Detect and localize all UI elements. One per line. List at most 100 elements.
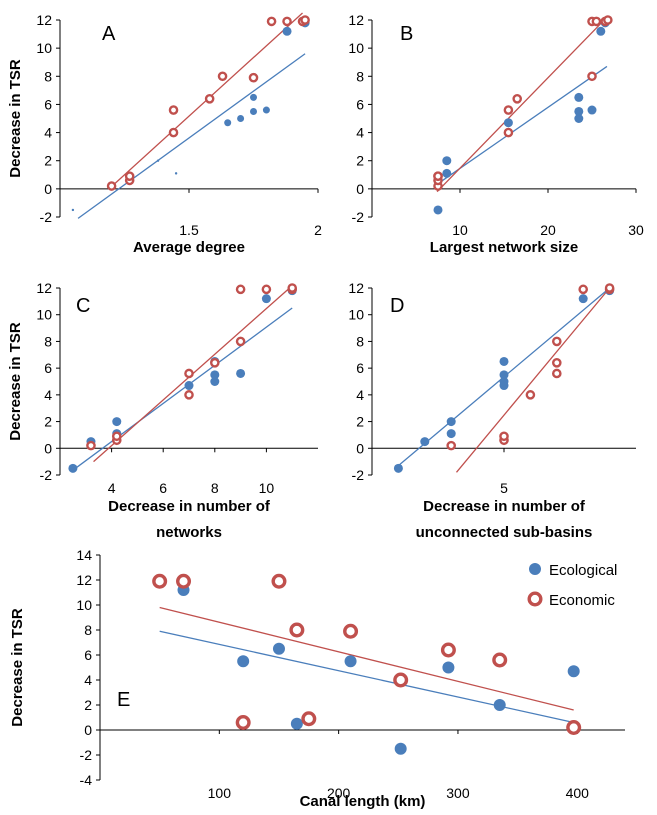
ecological-point bbox=[578, 294, 588, 304]
legend-economic-label: Economic bbox=[549, 592, 615, 609]
ecological-point bbox=[272, 642, 285, 655]
ecological-point bbox=[237, 655, 250, 668]
y-tick-label: 0 bbox=[84, 722, 92, 738]
ecological-point bbox=[442, 168, 452, 178]
y-tick-label: 0 bbox=[356, 440, 364, 456]
economic-point bbox=[287, 283, 298, 293]
ecological-point bbox=[262, 106, 270, 114]
economic-point bbox=[343, 623, 359, 639]
economic-point bbox=[248, 72, 259, 83]
ecological-point bbox=[442, 661, 455, 674]
y-tick-label: 2 bbox=[356, 153, 364, 169]
economic-point bbox=[289, 622, 305, 638]
economic-point bbox=[591, 16, 602, 27]
y-tick-label: 6 bbox=[84, 647, 92, 663]
ecological-point bbox=[250, 107, 257, 115]
y-tick-label: 10 bbox=[76, 597, 92, 613]
y-tick-label: 6 bbox=[44, 360, 52, 376]
economic-point bbox=[503, 127, 514, 138]
economic-point bbox=[209, 357, 220, 368]
y-tick-label: 0 bbox=[44, 181, 52, 197]
economic-trend-line bbox=[436, 16, 608, 193]
economic-point bbox=[525, 390, 536, 400]
economic-point bbox=[512, 94, 523, 104]
economic-point bbox=[184, 368, 194, 379]
ecological-point bbox=[442, 156, 452, 166]
economic-point bbox=[266, 16, 277, 27]
ecological-point bbox=[499, 370, 509, 380]
y-tick-label: -2 bbox=[80, 747, 93, 763]
ecological-point bbox=[433, 205, 443, 215]
y-tick-label: 12 bbox=[36, 12, 52, 28]
y-tick-label: 12 bbox=[348, 280, 364, 296]
ecological-point bbox=[499, 356, 509, 366]
y-tick-label: 12 bbox=[36, 280, 52, 296]
y-tick-label: 12 bbox=[348, 12, 364, 28]
economic-point bbox=[503, 105, 514, 115]
economic-trend-line bbox=[455, 287, 611, 473]
ecological-point bbox=[446, 429, 456, 439]
legend-ecological-marker bbox=[529, 563, 541, 575]
economic-point bbox=[176, 573, 192, 589]
panel-letter: D bbox=[390, 295, 404, 317]
ecological-point bbox=[344, 655, 357, 668]
ecological-point bbox=[596, 26, 606, 36]
y-tick-label: -2 bbox=[352, 467, 365, 483]
economic-point bbox=[111, 431, 122, 442]
panel-a: -2 0 2 4 6 8 10 12 1.5 2 Average degree Decrease in… bbox=[7, 12, 322, 256]
economic-point bbox=[301, 711, 317, 727]
economic-point bbox=[168, 105, 179, 115]
x-tick-label: 5 bbox=[500, 480, 508, 496]
economic-point bbox=[446, 440, 457, 451]
y-tick-label: 10 bbox=[348, 40, 364, 56]
economic-point bbox=[578, 284, 589, 295]
ecological-point bbox=[493, 699, 506, 711]
economic-point bbox=[235, 715, 251, 731]
y-tick-label: 0 bbox=[44, 440, 52, 456]
economic-point bbox=[499, 431, 509, 442]
y-axis-label: Decrease in TSR bbox=[9, 608, 26, 727]
y-axis-label: Decrease in TSR bbox=[7, 322, 24, 441]
ecological-point bbox=[574, 92, 584, 102]
x-tick-label: 2 bbox=[314, 222, 322, 238]
y-tick-label: -2 bbox=[40, 467, 53, 483]
economic-point bbox=[552, 357, 562, 368]
economic-point bbox=[440, 642, 456, 658]
x-axis-label: Decrease in number of bbox=[108, 498, 271, 515]
economic-point bbox=[300, 15, 310, 25]
ecological-point bbox=[236, 368, 246, 378]
x-axis-label: Decrease in number of bbox=[423, 498, 586, 515]
ecological-point bbox=[237, 115, 245, 122]
y-tick-label: 6 bbox=[44, 96, 52, 112]
y-tick-label: 4 bbox=[356, 387, 364, 403]
x-axis-label: Average degree bbox=[133, 239, 245, 256]
ecological-trend-line bbox=[440, 65, 608, 183]
panel-letter: C bbox=[76, 295, 90, 317]
ecological-point bbox=[394, 742, 407, 755]
y-tick-label: 4 bbox=[44, 387, 52, 403]
ecological-point bbox=[420, 437, 430, 447]
economic-point bbox=[217, 71, 228, 82]
economic-point bbox=[587, 71, 597, 82]
y-tick-label: 2 bbox=[44, 153, 52, 169]
y-tick-label: 0 bbox=[356, 181, 364, 197]
ecological-trend-line bbox=[75, 307, 293, 469]
y-tick-label: 2 bbox=[44, 414, 52, 430]
economic-point bbox=[261, 284, 272, 295]
ecological-point bbox=[112, 417, 122, 427]
ecological-trend-line bbox=[159, 630, 574, 724]
x-axis-label: Largest network size bbox=[430, 239, 578, 256]
economic-point bbox=[86, 440, 96, 451]
ecological-point bbox=[282, 26, 292, 36]
ecological-point bbox=[156, 159, 160, 162]
economic-point bbox=[124, 171, 135, 181]
x-tick-label: 1.5 bbox=[179, 222, 199, 238]
economic-point bbox=[235, 336, 246, 347]
panel-d: -2 0 2 4 6 8 10 12 5 Decrease in number of unconne… bbox=[348, 280, 636, 541]
economic-trend-line bbox=[159, 606, 574, 711]
panel-letter: A bbox=[102, 23, 116, 45]
x-tick-label: 8 bbox=[211, 480, 219, 496]
legend: Ecological Economic bbox=[527, 562, 617, 609]
x-tick-label: 10 bbox=[259, 480, 275, 496]
